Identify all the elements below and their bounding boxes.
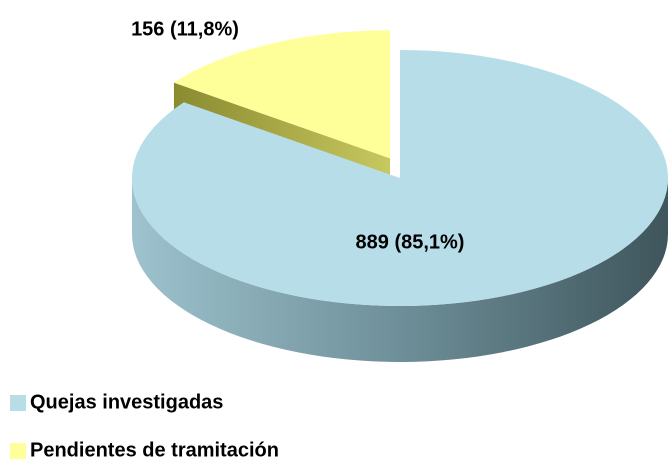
data-label: 156 (11,8%) (131, 18, 239, 40)
pie-slice (173, 30, 391, 159)
legend-label: Pendientes de tramitación (30, 439, 279, 461)
data-label: 889 (85,1%) (356, 231, 465, 253)
pie-slice (131, 50, 669, 306)
legend-label: Quejas investigadas (30, 391, 223, 413)
legend-swatch (10, 395, 26, 411)
pie-side (132, 178, 668, 362)
legend-swatch (10, 443, 26, 459)
